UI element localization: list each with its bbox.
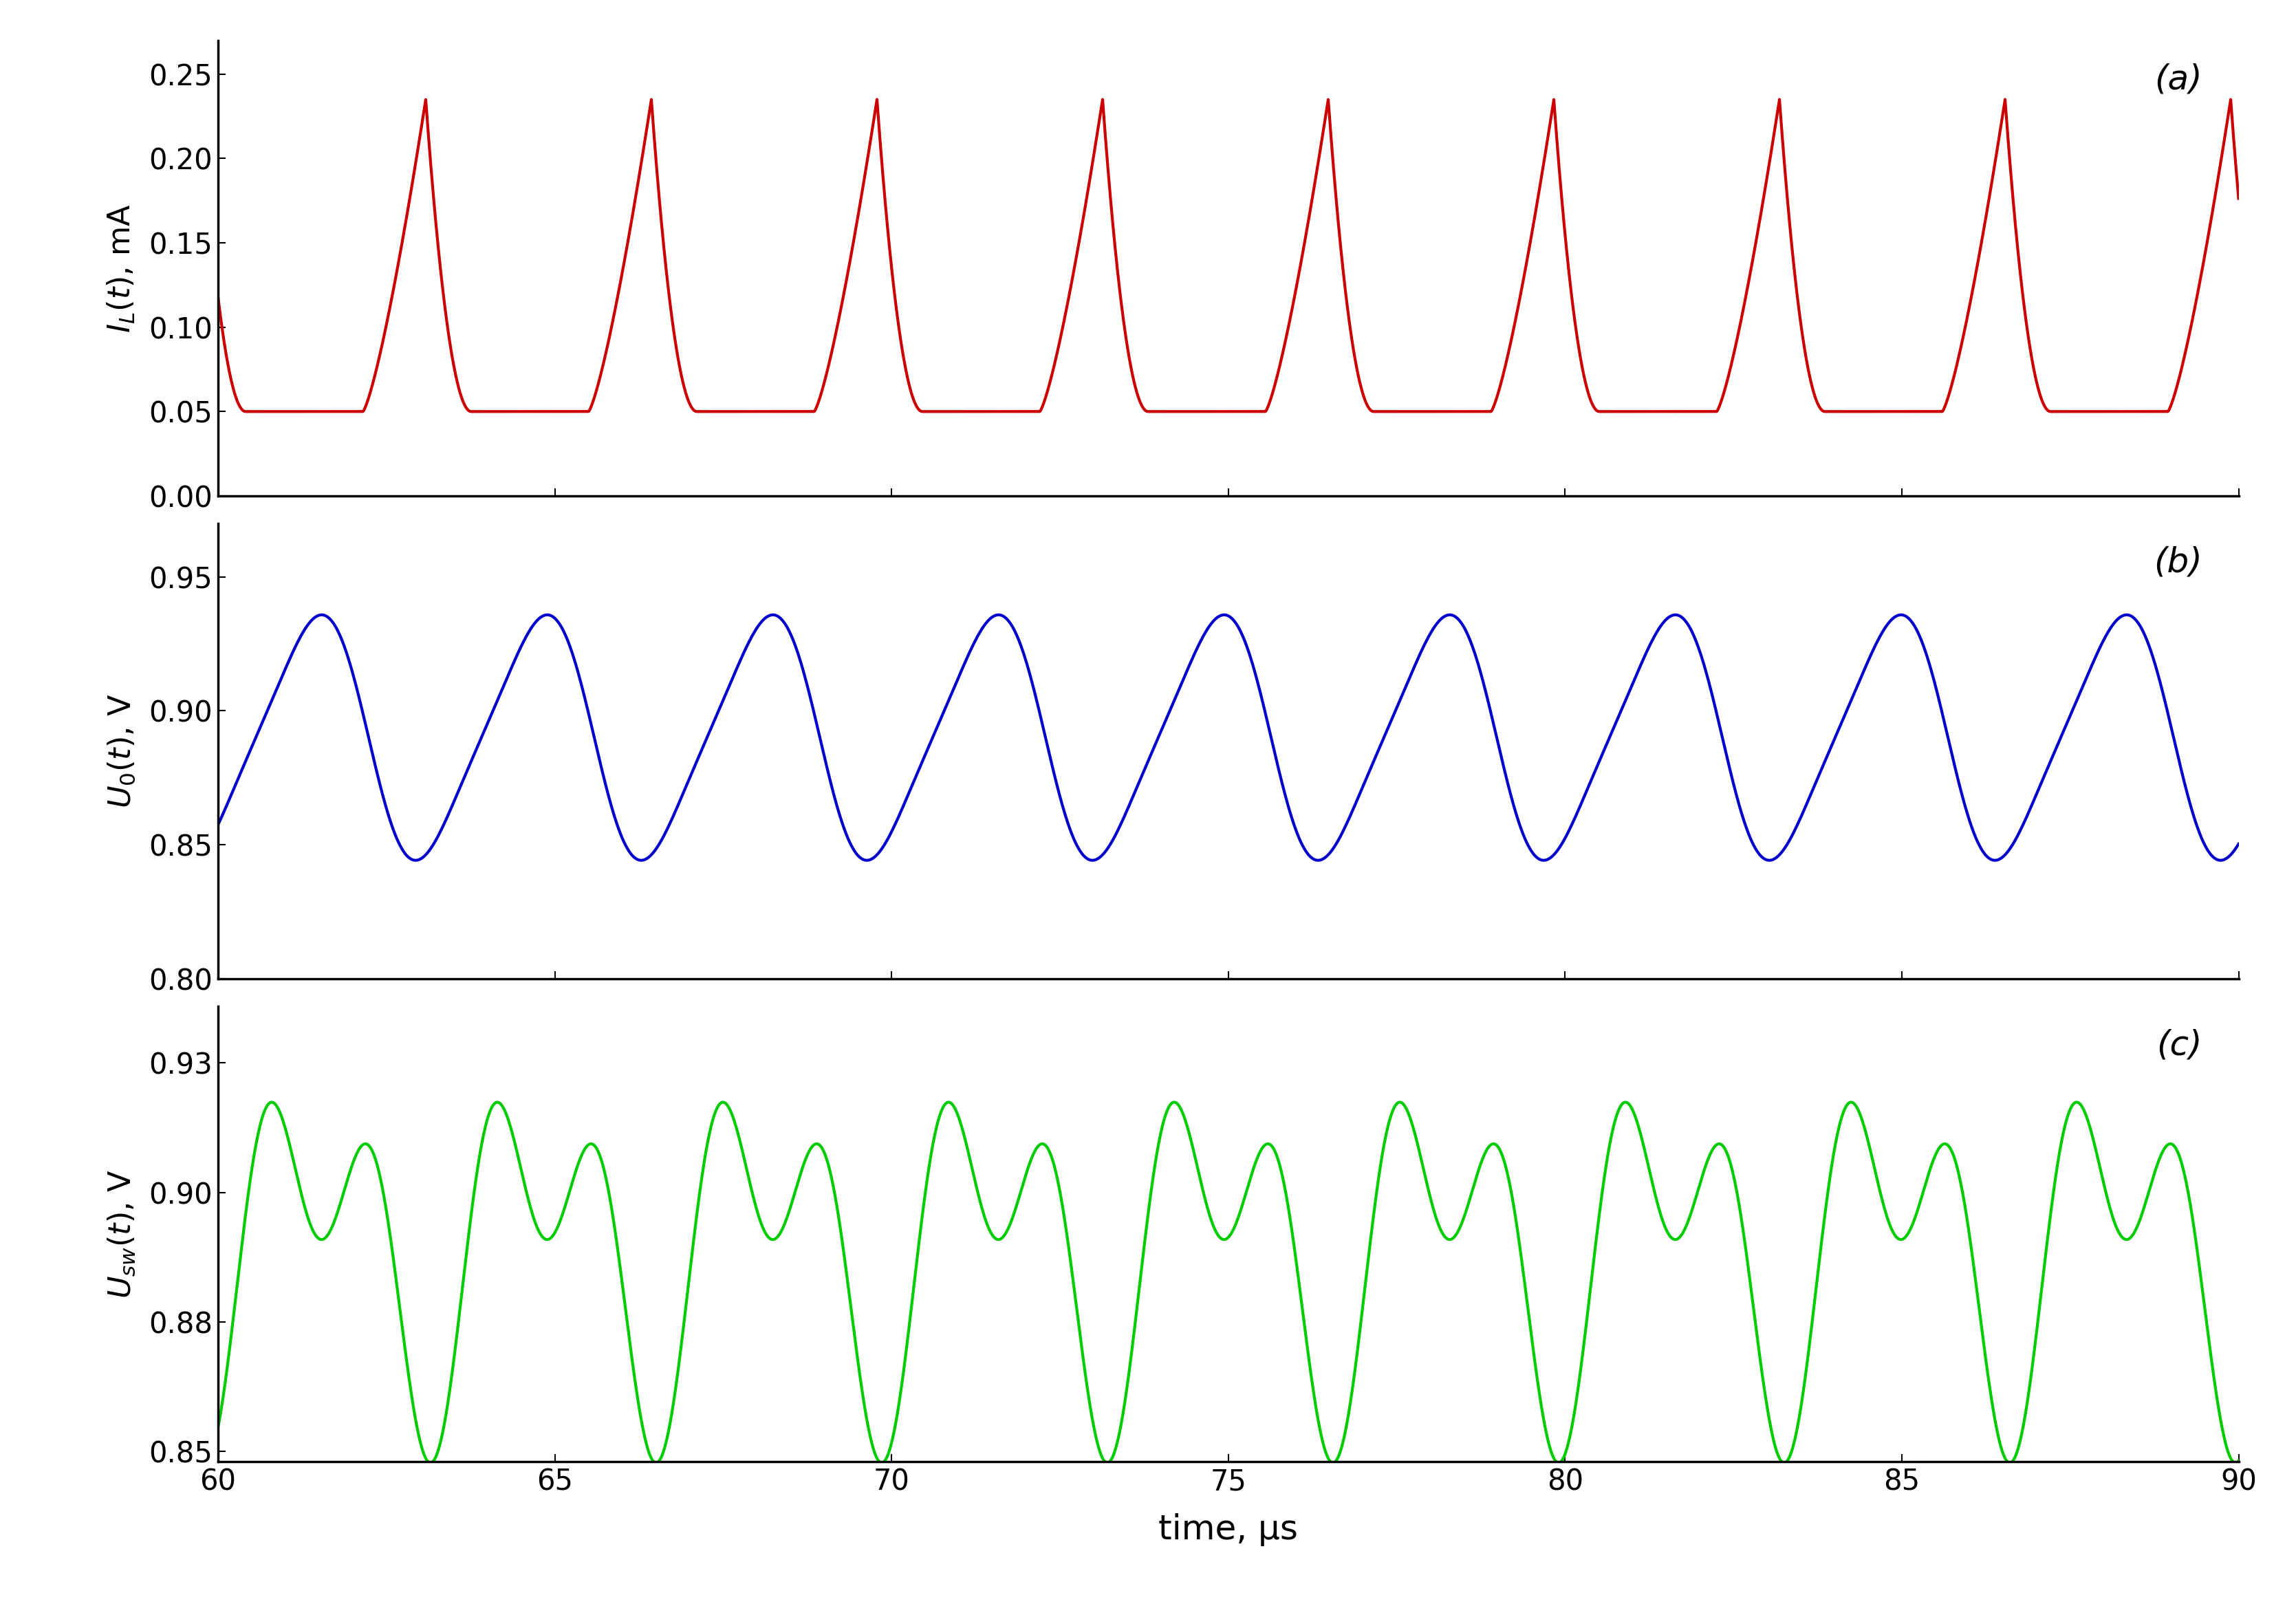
Y-axis label: $U_{sw}(t)$, V: $U_{sw}(t)$, V xyxy=(106,1169,138,1298)
Text: (b): (b) xyxy=(2154,546,2202,580)
Y-axis label: $U_0(t)$, V: $U_0(t)$, V xyxy=(106,694,138,808)
Y-axis label: $I_L(t)$, mA: $I_L(t)$, mA xyxy=(106,203,138,333)
Text: (a): (a) xyxy=(2154,63,2202,97)
Text: (c): (c) xyxy=(2156,1029,2202,1061)
X-axis label: time, μs: time, μs xyxy=(1159,1513,1297,1547)
